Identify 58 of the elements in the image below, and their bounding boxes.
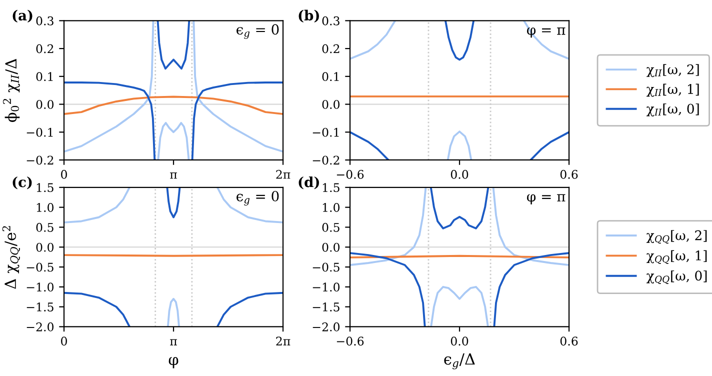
y-tick-label: 1.0 <box>322 203 340 212</box>
y-tick-label: 0.0 <box>36 100 54 109</box>
y-axis-title: ϕ$_{0}$$^{2}$ χ$_{II}$/Δ <box>2 58 20 122</box>
y-tick-label: 0.5 <box>322 222 340 232</box>
y-tick-label: 1.5 <box>322 183 340 192</box>
legend-label: χ$_{QQ}$[ω, 1] <box>646 250 707 264</box>
y-tick-label: −0.1 <box>312 128 339 137</box>
x-tick-label: 2π <box>276 336 290 346</box>
y-tick-label: −2.0 <box>312 322 340 332</box>
x-tick-label: 0 <box>61 170 67 179</box>
y-tick-label: −1.5 <box>26 302 54 312</box>
x-tick-label: 0.6 <box>560 336 578 346</box>
annotation: φ = π <box>527 194 566 204</box>
y-tick-label: −1.5 <box>312 302 340 312</box>
x-tick-label: 0.6 <box>560 170 578 179</box>
y-tick-label: 0.1 <box>36 72 53 82</box>
annotation: φ = π <box>527 27 566 38</box>
legend-label: χ$_{QQ}$[ω, 2] <box>646 230 707 244</box>
y-tick-label: 1.5 <box>36 183 54 192</box>
y-tick-label: 0.0 <box>36 242 54 252</box>
y-tick-label: 0.3 <box>322 16 340 26</box>
legend-label: χ$_{QQ}$[ω, 0] <box>646 270 707 284</box>
y-tick-label: 0.0 <box>322 242 340 252</box>
y-tick-label: −1.0 <box>26 282 54 292</box>
text: (a) <box>12 10 32 22</box>
annotation: ϵ$_{g}$ = 0 <box>236 190 279 206</box>
legend-label: χ$_{II}$[ω, 1] <box>646 84 699 97</box>
x-tick-label: 0 <box>61 336 67 346</box>
y-tick-label: 0.1 <box>322 72 339 82</box>
text: (c) <box>12 176 32 190</box>
y-tick-label: 0.0 <box>322 100 340 109</box>
x-tick-label: −0.6 <box>336 336 364 346</box>
y-tick-label: 0.2 <box>322 44 340 54</box>
y-tick-label: 0.2 <box>36 44 54 54</box>
x-tick-label: 2π <box>276 170 290 179</box>
x-tick-label: 0.0 <box>450 170 468 179</box>
y-tick-label: −2.0 <box>26 322 54 332</box>
x-tick-label: π <box>170 172 177 179</box>
x-tick-label: 0.0 <box>450 336 468 346</box>
y-tick-label: −0.2 <box>312 156 340 165</box>
text: (d) <box>298 176 319 190</box>
x-tick-label: π <box>170 339 177 346</box>
y-axis-title: Δ χ$_{QQ}$/e$^{2}$ <box>2 226 20 289</box>
y-tick-label: 0.3 <box>36 16 54 26</box>
legend-label: χ$_{II}$[ω, 0] <box>646 103 699 116</box>
y-tick-label: −0.5 <box>312 262 340 272</box>
text: (b) <box>298 10 319 22</box>
x-tick-label: −0.6 <box>336 170 364 179</box>
y-tick-label: 1.0 <box>36 203 54 212</box>
y-tick-label: −0.5 <box>26 262 54 272</box>
y-tick-label: 0.5 <box>36 222 54 232</box>
x-axis-title: φ <box>168 357 178 368</box>
legend-label: χ$_{II}$[ω, 2] <box>646 64 699 78</box>
x-axis-title: ϵ$_{g}$/Δ <box>444 353 475 370</box>
y-tick-label: −1.0 <box>312 282 340 292</box>
y-tick-label: −0.2 <box>26 156 54 165</box>
y-tick-label: −0.1 <box>26 128 53 137</box>
annotation: ϵ$_{g}$ = 0 <box>236 24 279 39</box>
